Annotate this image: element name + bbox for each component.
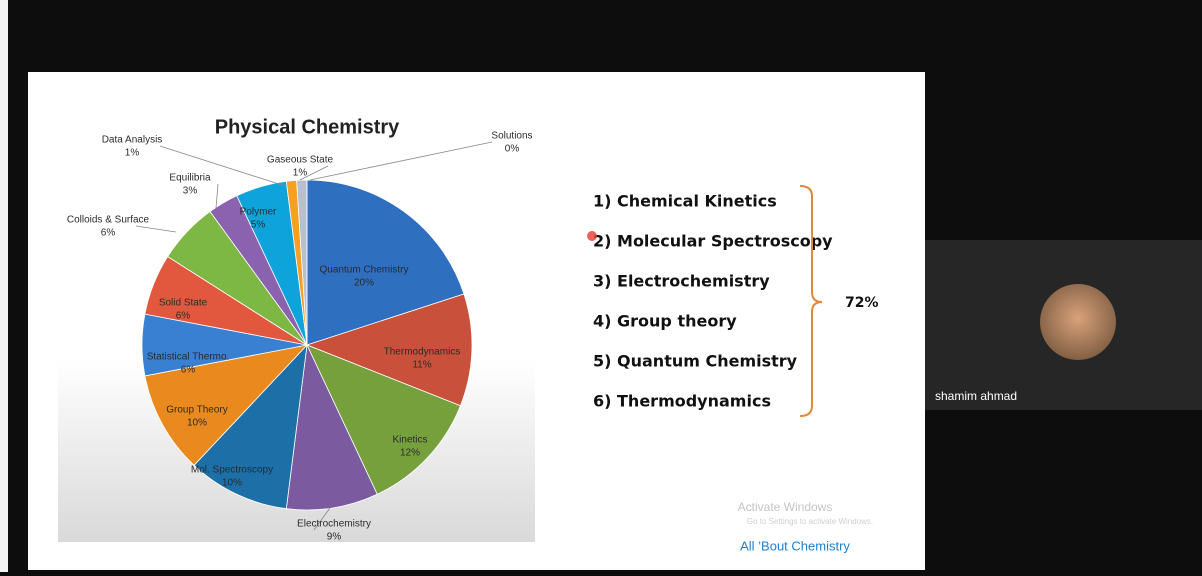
watermark-subtitle: Go to Settings to activate Windows. [747,517,873,526]
left-border [0,0,8,572]
slice-value-label: 1% [125,148,140,159]
slice-label: Gaseous State [267,155,334,166]
slice-label: Solutions [491,131,532,142]
list-item: 4) Group theory [593,312,737,331]
slice-value-label: 5% [251,220,266,231]
slice-value-label: 10% [187,418,207,429]
slice-value-label: 6% [181,365,196,376]
slice-label: Quantum Chemistry [320,265,409,276]
slice-value-label: 3% [183,186,198,197]
list-item: 5) Quantum Chemistry [593,352,798,371]
slice-value-label: 6% [176,311,191,322]
slice-label: Electrochemistry [297,519,371,530]
list-item: 2) Molecular Spectroscopy [593,232,833,251]
slice-label: Mol. Spectroscopy [191,465,273,476]
watermark-title: Activate Windows [738,500,833,514]
slice-label: Polymer [240,207,277,218]
participant-name: shamim ahmad [935,389,1017,403]
bracket-label: 72% [845,295,879,311]
participant-avatar [1040,284,1116,360]
brand: All ’Bout Chemistry [740,538,850,553]
slice-value-label: 20% [354,278,374,289]
slice-value-label: 11% [412,360,431,371]
slice-label: Solid State [159,298,208,309]
slice-value-label: 1% [293,168,308,179]
slice-label: Statistical Thermo. [147,352,230,363]
slice-label: Group Theory [166,405,228,416]
slice-value-label: 10% [222,478,242,489]
pointer-dot [587,231,597,241]
chart-title: Physical Chemistry [215,116,400,138]
screen: Physical Chemistry Quantum Chemistry 20% T… [0,0,1202,572]
slice-value-label: 12% [400,448,420,459]
slice-label: Equilibria [169,173,211,184]
list-item: 1) Chemical Kinetics [593,192,777,211]
slice-label: Data Analysis [102,135,163,146]
slice-label: Kinetics [392,435,427,446]
slice-value-label: 0% [505,144,520,155]
slice-label: Thermodynamics [384,347,461,358]
slice-value-label: 9% [327,532,342,543]
page: {"chart_data": {"type": "pie", "title": … [0,0,1202,572]
slice-value-label: 6% [101,228,116,239]
list-item: 3) Electrochemistry [593,272,770,291]
slice-label: Colloids & Surface [67,215,150,226]
list-item: 6) Thermodynamics [593,392,771,411]
